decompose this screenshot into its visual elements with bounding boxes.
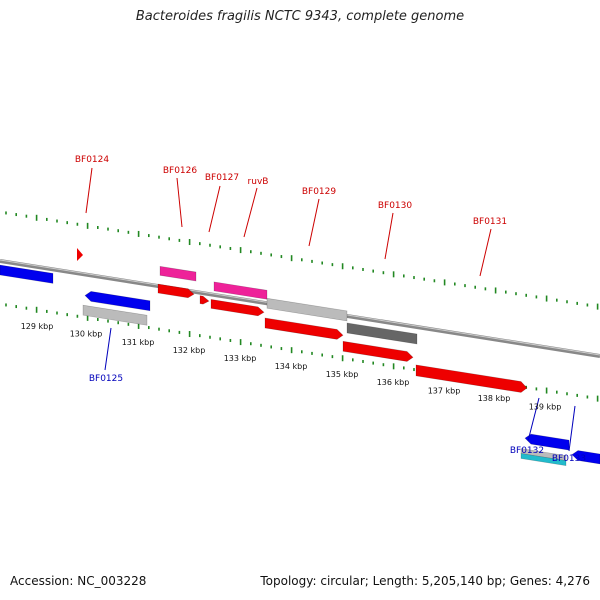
cds-ruvb (210, 299, 265, 317)
leader-line (384, 212, 394, 260)
scale-label: 137 kbp (428, 386, 461, 395)
topology-text: Topology: circular; Length: 5,205,140 bp… (260, 574, 590, 588)
cds-bf0132 (524, 433, 570, 451)
scale-label: 130 kbp (70, 330, 103, 339)
scale-labels: 129 kbp 130 kbp 131 kbp 132 kbp 133 kbp 134 k… (21, 322, 562, 411)
reverse-gene-label: BF0132 (510, 446, 544, 456)
cds-bf0127 (199, 295, 210, 305)
forward-gene-label: BF0127 (205, 173, 239, 183)
leader-line (308, 198, 320, 247)
leader-line (527, 397, 540, 442)
leader-line (568, 405, 576, 452)
gene-bf0125 (82, 304, 148, 326)
leader-line (176, 177, 183, 228)
cds-bf0126 (157, 283, 195, 299)
label-leaders (85, 167, 576, 452)
outer-tick-ring (5, 211, 599, 310)
accession-text: Accession: NC_003228 (10, 574, 147, 588)
scale-label: 129 kbp (21, 322, 54, 331)
forward-gene-label: ruvB (248, 177, 269, 187)
scale-label: 136 kbp (377, 378, 410, 387)
cds-left-edge (0, 264, 54, 284)
reverse-gene-label: BF0125 (89, 374, 123, 384)
leader-line (208, 185, 221, 233)
scale-label: 132 kbp (173, 346, 206, 355)
scale-label: 131 kbp (122, 338, 155, 347)
reverse-gene-label: BF0133 (552, 454, 586, 464)
map-title: Bacteroides fragilis NCTC 9343, complete… (135, 9, 465, 24)
forward-gene-label: BF0129 (302, 187, 337, 197)
scale-label: 133 kbp (224, 354, 257, 363)
leader-line (243, 187, 258, 238)
leader-line (85, 167, 93, 214)
gene-bf0126 (159, 265, 197, 282)
cds-bf0124 (77, 248, 83, 261)
cds-bf0133 (571, 450, 600, 465)
feature-tracks (0, 248, 600, 466)
cds-bf0131 (415, 364, 528, 393)
scale-label: 139 kbp (529, 402, 562, 411)
cds-bf0125 (84, 291, 151, 312)
cds-bf0130 (342, 340, 414, 362)
cds-bf0129 (264, 317, 344, 340)
forward-gene-label: BF0124 (75, 155, 110, 165)
scale-label: 138 kbp (478, 394, 511, 403)
forward-gene-label: BF0126 (163, 166, 198, 176)
scale-label: 134 kbp (275, 362, 308, 371)
gene-bf0129 (266, 297, 348, 322)
scale-label: 135 kbp (326, 370, 359, 379)
gene-labels: BF0124 BF0126 BF0127 ruvB BF0129 BF0130 BF0131… (75, 155, 586, 464)
forward-gene-label: BF0131 (473, 217, 507, 227)
leader-line (104, 327, 112, 371)
gene-bf0132-rna (520, 453, 567, 466)
leader-line (479, 228, 492, 277)
gene-bf0130 (346, 322, 418, 345)
forward-gene-label: BF0130 (378, 201, 413, 211)
